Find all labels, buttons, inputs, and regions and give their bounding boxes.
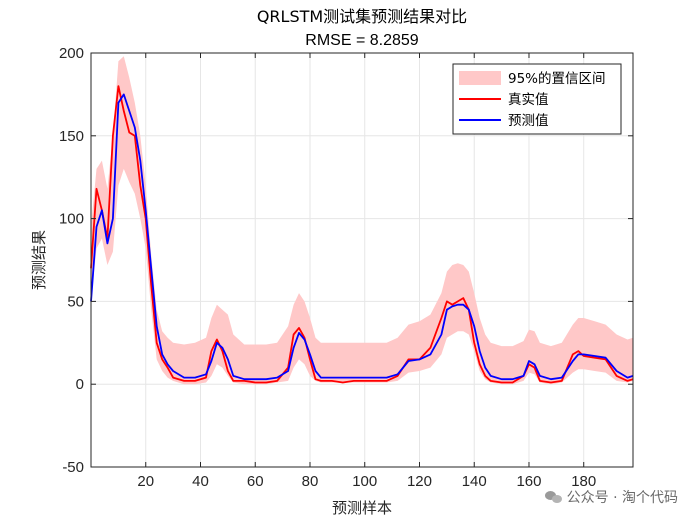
x-tick-label: 140 xyxy=(462,473,487,490)
x-tick-label: 100 xyxy=(352,473,377,490)
legend-swatch-band xyxy=(459,71,501,85)
y-tick-label: 100 xyxy=(59,211,84,228)
x-tick-label: 80 xyxy=(302,473,319,490)
legend-label: 真实值 xyxy=(508,92,549,108)
x-tick-label: 40 xyxy=(192,473,209,490)
y-tick-label: 150 xyxy=(59,128,84,145)
actual-line xyxy=(90,85,634,384)
x-tick-label: 60 xyxy=(247,473,264,490)
axes-box xyxy=(90,52,634,468)
wechat-icon xyxy=(544,490,563,504)
x-tick-label: 20 xyxy=(137,473,154,490)
x-tick-label: 160 xyxy=(516,473,541,490)
chart-subtitle: RMSE = 8.2859 xyxy=(305,32,419,49)
legend-label: 预测值 xyxy=(508,113,549,129)
y-tick-label: -50 xyxy=(62,459,84,476)
y-axis-label: 预测结果 xyxy=(30,230,48,290)
y-tick-label: 50 xyxy=(67,293,84,310)
x-tick-label: 180 xyxy=(571,473,596,490)
x-tick-label: 120 xyxy=(407,473,432,490)
legend-label: 95%的置信区间 xyxy=(508,71,606,87)
y-tick-label: 200 xyxy=(59,45,84,62)
x-axis-label: 预测样本 xyxy=(332,499,392,517)
watermark: 公众号 · 淘个代码 xyxy=(544,487,678,507)
predicted-line xyxy=(90,93,634,381)
watermark-text: 公众号 · 淘个代码 xyxy=(566,490,678,506)
chart-title: QRLSTM测试集预测结果对比 xyxy=(257,7,467,26)
y-tick-label: 0 xyxy=(76,376,84,393)
